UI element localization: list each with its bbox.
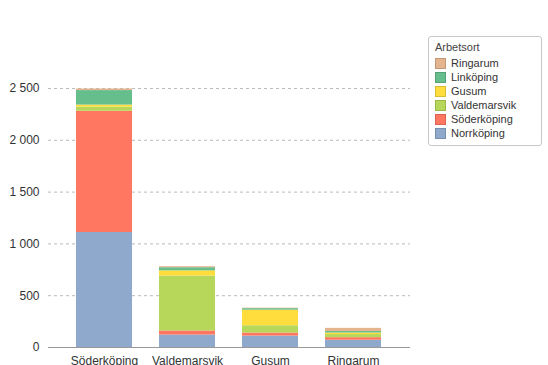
html-text:Linköping: Linköping	[451, 71, 499, 83]
svg-text:500: 500	[19, 289, 39, 303]
html-text:Norrköping: Norrköping	[451, 127, 505, 139]
svg-text:Ringarum: Ringarum	[327, 354, 379, 365]
svg-text:0: 0	[33, 340, 40, 354]
html-text:Söderköping: Söderköping	[451, 113, 513, 125]
svg-text:1 500: 1 500	[9, 185, 39, 199]
svg-text:Söderköping: Söderköping	[71, 354, 138, 365]
html-text:Ringarum: Ringarum	[451, 57, 499, 69]
html-text:Arbetsort: Arbetsort	[435, 41, 480, 53]
svg-text:2 500: 2 500	[9, 81, 39, 95]
html-text:Valdemarsvik: Valdemarsvik	[451, 99, 517, 111]
svg-text:2 000: 2 000	[9, 133, 39, 147]
svg-text:1 000: 1 000	[9, 237, 39, 251]
html-text:Gusum: Gusum	[451, 85, 487, 97]
svg-text:Gusum: Gusum	[251, 354, 290, 365]
svg-text:Valdemarsvik: Valdemarsvik	[152, 354, 224, 365]
